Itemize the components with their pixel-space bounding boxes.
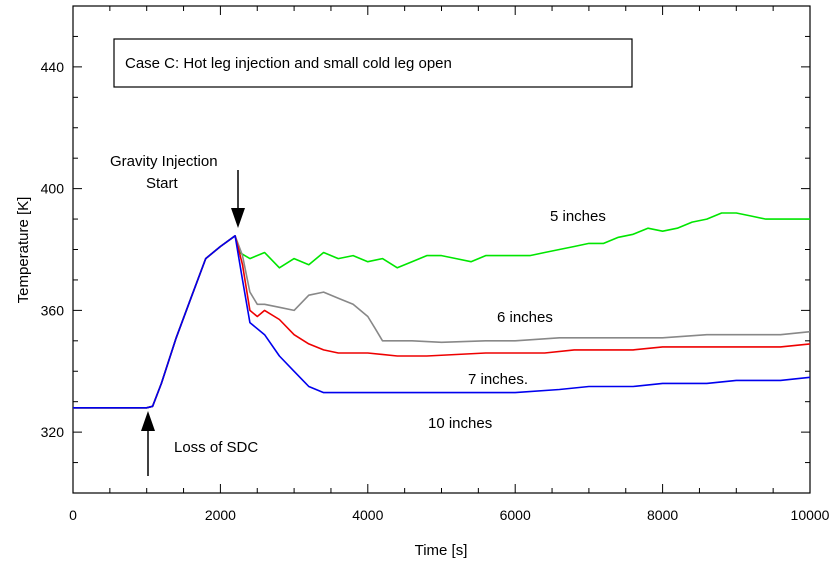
series-line-7-inches — [73, 235, 811, 409]
series-line-5-inches — [73, 212, 810, 409]
series-label-7-inches: 7 inches. — [468, 371, 528, 388]
loss-arrow-head — [141, 411, 155, 431]
y-tick-label: 320 — [41, 424, 65, 440]
series-label-6-inches: 6 inches — [497, 309, 553, 326]
x-tick-label: 8000 — [647, 507, 678, 523]
gravity-arrow-head — [231, 208, 245, 228]
title-box — [113, 38, 633, 88]
x-tick-label: 0 — [69, 507, 77, 523]
y-axis-title: Temperature [K] — [15, 197, 32, 304]
gravity-injection-label: Gravity Injection — [110, 153, 218, 170]
y-tick-label: 440 — [41, 59, 65, 75]
gravity-start-label: Start — [146, 175, 179, 192]
x-tick-label: 2000 — [205, 507, 236, 523]
y-tick-labels: 320 360 400 440 — [41, 59, 65, 440]
axis-ticks — [72, 5, 811, 494]
series-label-10-inches: 10 inches — [428, 415, 492, 432]
series-line-6-inches — [73, 235, 811, 409]
x-tick-label: 10000 — [791, 507, 830, 523]
y-tick-label: 360 — [41, 302, 65, 318]
x-tick-label: 4000 — [352, 507, 383, 523]
chart-title: Case C: Hot leg injection and small cold… — [125, 55, 452, 72]
series-label-5-inches: 5 inches — [550, 208, 606, 225]
series-layer — [73, 212, 811, 409]
loss-of-sdc-label: Loss of SDC — [174, 439, 258, 456]
x-tick-label: 6000 — [500, 507, 531, 523]
x-tick-labels: 0 2000 4000 6000 8000 10000 — [69, 507, 830, 523]
y-tick-label: 400 — [41, 181, 65, 197]
series-line-10-inches — [73, 235, 811, 409]
x-axis-title: Time [s] — [415, 542, 468, 559]
